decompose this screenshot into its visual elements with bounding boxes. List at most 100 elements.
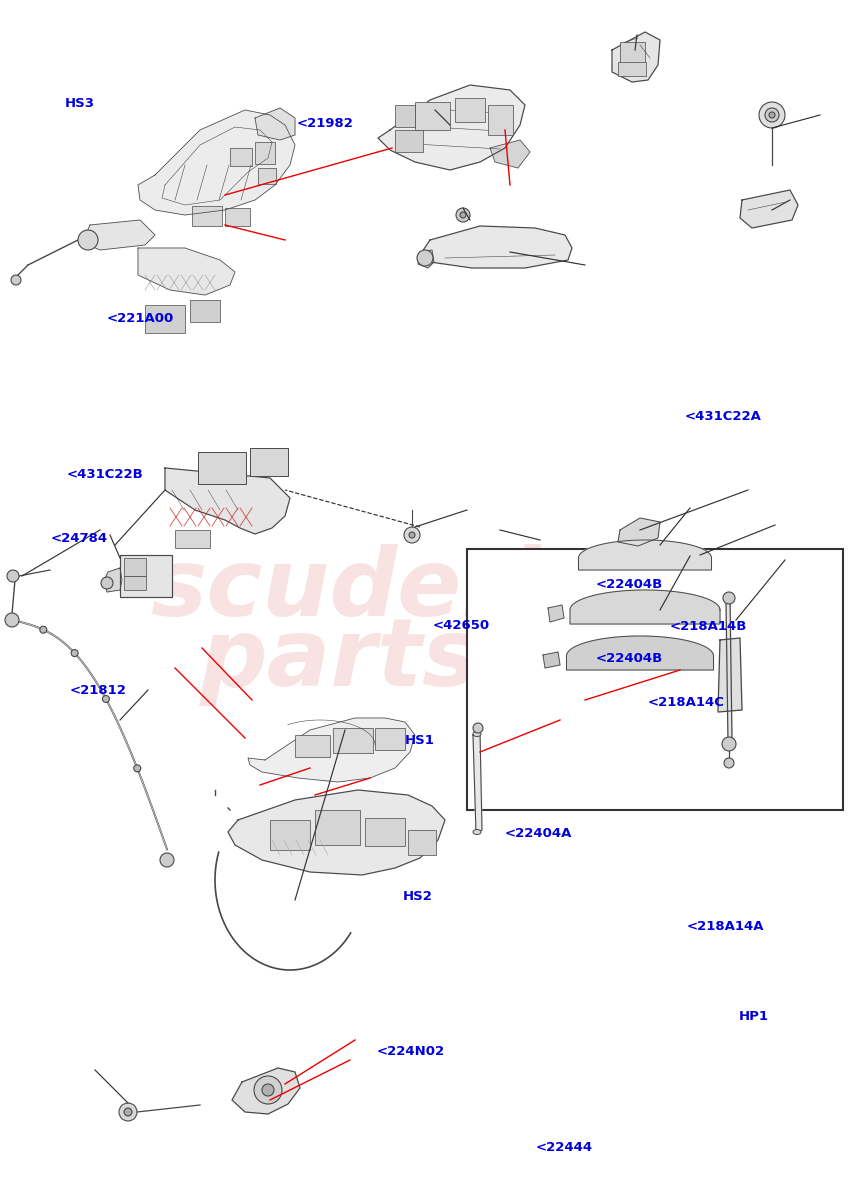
Text: scuderia: scuderia [150, 544, 604, 636]
Circle shape [456, 208, 470, 222]
Polygon shape [138, 110, 295, 215]
Circle shape [254, 1076, 282, 1104]
Bar [250, 448, 288, 476]
Circle shape [759, 102, 785, 128]
Polygon shape [418, 250, 434, 268]
Bar [408, 830, 436, 854]
Circle shape [102, 696, 109, 702]
Bar [192, 206, 222, 226]
Ellipse shape [473, 732, 481, 737]
Text: HP1: HP1 [739, 1010, 769, 1022]
Bar [620, 42, 645, 64]
Text: <218A14A: <218A14A [687, 920, 764, 932]
Circle shape [723, 592, 735, 604]
Bar [315, 810, 360, 845]
Bar [124, 558, 146, 576]
Bar [467, 550, 843, 810]
Polygon shape [718, 638, 742, 712]
Bar [488, 104, 513, 134]
Circle shape [124, 1108, 132, 1116]
Circle shape [460, 212, 466, 218]
Bar [124, 576, 146, 590]
Circle shape [7, 570, 19, 582]
Circle shape [724, 758, 734, 768]
Circle shape [78, 230, 98, 250]
Text: <218A14C: <218A14C [648, 696, 725, 708]
Bar [145, 305, 185, 332]
Text: HS1: HS1 [404, 734, 434, 746]
Polygon shape [618, 518, 660, 546]
Polygon shape [232, 1068, 300, 1114]
Text: HS3: HS3 [65, 97, 95, 109]
Circle shape [722, 737, 736, 751]
Polygon shape [138, 248, 235, 295]
Polygon shape [726, 598, 732, 742]
Polygon shape [612, 32, 660, 82]
Bar [120, 554, 172, 596]
Polygon shape [578, 540, 712, 570]
Bar [365, 818, 405, 846]
Polygon shape [82, 220, 155, 250]
Bar [198, 452, 246, 484]
Circle shape [119, 1103, 137, 1121]
Text: <21982: <21982 [296, 118, 353, 130]
Bar [618, 62, 646, 76]
Polygon shape [566, 636, 714, 670]
Bar [258, 168, 276, 184]
Circle shape [5, 613, 19, 626]
Bar [395, 104, 415, 127]
Circle shape [262, 1084, 274, 1096]
Circle shape [404, 527, 420, 542]
Polygon shape [543, 652, 560, 668]
Polygon shape [548, 605, 564, 622]
Circle shape [101, 577, 113, 589]
Polygon shape [473, 732, 482, 833]
Bar [190, 300, 220, 322]
Text: <224N02: <224N02 [377, 1045, 445, 1057]
Text: parts: parts [200, 614, 480, 706]
Text: <24784: <24784 [50, 533, 107, 545]
Bar [415, 102, 450, 130]
Text: <221A00: <221A00 [107, 312, 174, 324]
Circle shape [133, 764, 141, 772]
Polygon shape [490, 140, 530, 168]
Text: HS2: HS2 [403, 890, 432, 902]
Bar [333, 728, 373, 754]
Text: <22404B: <22404B [596, 578, 663, 590]
Polygon shape [255, 108, 295, 140]
Polygon shape [740, 190, 798, 228]
Circle shape [417, 250, 433, 266]
Polygon shape [422, 226, 572, 268]
Polygon shape [378, 85, 525, 170]
Bar [375, 728, 405, 750]
Circle shape [40, 626, 47, 634]
Text: <21812: <21812 [69, 684, 126, 696]
Bar [270, 820, 310, 850]
Text: <431C22B: <431C22B [67, 468, 144, 480]
Text: <218A14B: <218A14B [669, 620, 746, 632]
Circle shape [71, 649, 78, 656]
Bar [295, 734, 330, 757]
Circle shape [473, 722, 483, 733]
Bar [175, 530, 210, 548]
Polygon shape [570, 590, 720, 624]
Circle shape [765, 108, 779, 122]
Circle shape [11, 275, 21, 284]
Bar [225, 208, 250, 226]
Polygon shape [165, 468, 290, 534]
Bar [255, 142, 275, 164]
Circle shape [769, 112, 775, 118]
Text: <22444: <22444 [535, 1141, 592, 1153]
Bar [230, 148, 252, 166]
Polygon shape [104, 568, 122, 592]
Polygon shape [248, 718, 415, 782]
Text: <22404B: <22404B [596, 653, 663, 665]
Circle shape [409, 532, 415, 538]
Polygon shape [228, 790, 445, 875]
Ellipse shape [473, 829, 481, 834]
Bar [455, 98, 485, 122]
Circle shape [160, 853, 174, 866]
Text: <431C22A: <431C22A [684, 410, 761, 422]
Bar [395, 130, 423, 152]
Text: <22404A: <22404A [505, 828, 572, 840]
